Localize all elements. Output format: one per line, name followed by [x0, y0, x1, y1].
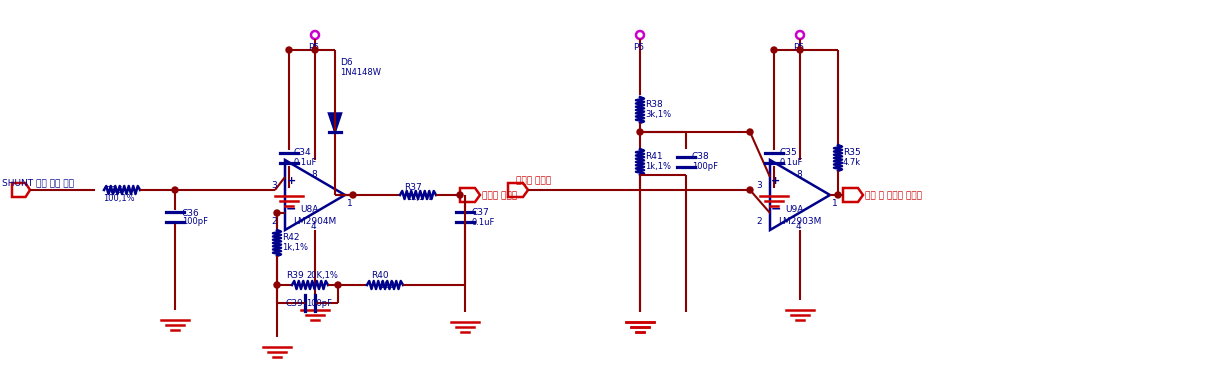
Text: R36: R36: [105, 186, 123, 195]
Circle shape: [797, 47, 803, 53]
Circle shape: [274, 210, 280, 216]
Text: 8: 8: [796, 170, 802, 179]
Text: 100pF: 100pF: [182, 217, 208, 226]
Text: 100pF: 100pF: [306, 299, 332, 308]
Text: 100pF: 100pF: [692, 162, 718, 171]
Circle shape: [747, 129, 753, 135]
Text: 2: 2: [271, 217, 277, 226]
Text: +: +: [772, 176, 780, 186]
Text: R37: R37: [403, 183, 422, 192]
Circle shape: [835, 192, 841, 198]
Text: P5: P5: [308, 43, 319, 52]
Circle shape: [172, 187, 178, 193]
Text: −: −: [286, 203, 296, 216]
Circle shape: [335, 282, 341, 288]
Text: C37: C37: [471, 208, 489, 217]
Text: 0.1uF: 0.1uF: [471, 218, 494, 227]
Text: D6: D6: [339, 58, 353, 67]
Text: 3: 3: [756, 181, 762, 190]
Circle shape: [637, 129, 643, 135]
Text: 1N4148W: 1N4148W: [339, 68, 381, 77]
Text: R41: R41: [645, 152, 663, 161]
Text: LM2904M: LM2904M: [294, 217, 336, 226]
Text: 증폭된 전류값: 증폭된 전류값: [482, 191, 517, 200]
Text: 0.1uF: 0.1uF: [294, 158, 318, 167]
Text: 4: 4: [796, 222, 802, 231]
Text: 3: 3: [271, 181, 277, 190]
Text: 0.1uF: 0.1uF: [779, 158, 802, 167]
Text: 1: 1: [832, 199, 838, 208]
Text: 1k,1%: 1k,1%: [281, 243, 308, 252]
Text: 4: 4: [310, 222, 316, 231]
Text: 100: 100: [379, 281, 395, 290]
Circle shape: [286, 47, 292, 53]
Text: LM2903M: LM2903M: [778, 217, 821, 226]
Circle shape: [274, 282, 280, 288]
Circle shape: [457, 192, 463, 198]
Text: 증폭된 전류값: 증폭된 전류값: [516, 176, 551, 185]
Text: 1k,1%: 1k,1%: [406, 193, 432, 202]
Text: C36: C36: [182, 209, 199, 218]
Text: C34: C34: [294, 148, 312, 157]
Text: 100,1%: 100,1%: [103, 194, 134, 203]
Text: R39: R39: [286, 271, 303, 280]
Text: U8A: U8A: [300, 205, 319, 214]
Text: 1k,1%: 1k,1%: [645, 162, 670, 171]
Text: 3k,1%: 3k,1%: [645, 110, 672, 119]
Text: R42: R42: [281, 233, 300, 242]
Text: R35: R35: [843, 148, 861, 157]
Text: R38: R38: [645, 100, 663, 109]
Polygon shape: [329, 113, 341, 132]
Text: R40: R40: [371, 271, 389, 280]
Text: 4.7k: 4.7k: [843, 158, 861, 167]
Text: 2: 2: [756, 217, 761, 226]
Circle shape: [350, 192, 356, 198]
Text: P5: P5: [633, 43, 644, 52]
Text: +: +: [286, 176, 296, 186]
Text: C35: C35: [779, 148, 797, 157]
Text: U9A: U9A: [785, 205, 803, 214]
Text: 8: 8: [310, 170, 316, 179]
Text: 20K,1%: 20K,1%: [306, 271, 338, 280]
Text: C39: C39: [286, 299, 303, 308]
Text: C38: C38: [692, 152, 710, 161]
Text: SHUNT 저항 전류 입력: SHUNT 저항 전류 입력: [2, 178, 74, 187]
Text: 설정 값 이상의 전류값: 설정 값 이상의 전류값: [865, 191, 922, 200]
Circle shape: [747, 187, 753, 193]
Circle shape: [771, 47, 777, 53]
Circle shape: [312, 47, 318, 53]
Text: −: −: [771, 203, 782, 216]
Text: 1: 1: [347, 199, 353, 208]
Text: P5: P5: [792, 43, 805, 52]
